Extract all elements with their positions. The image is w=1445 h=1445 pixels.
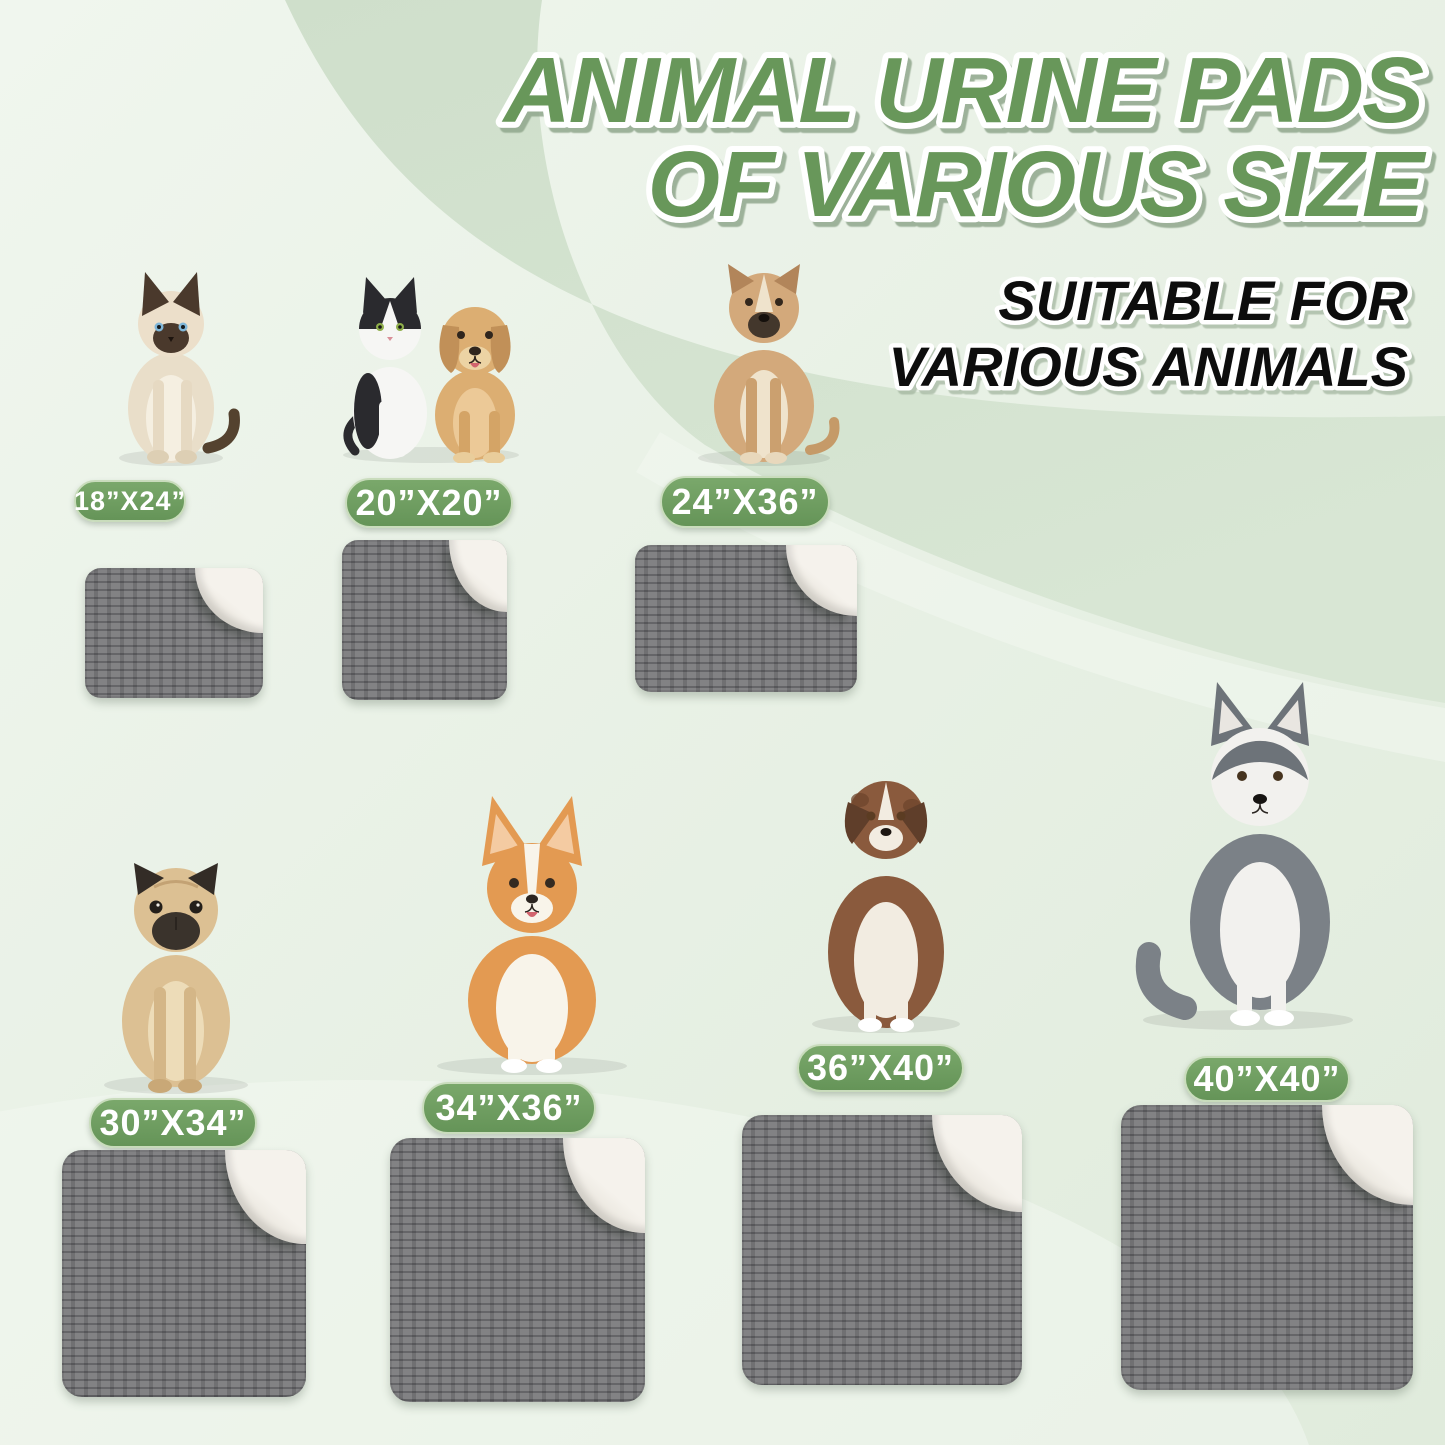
pad-24x36 bbox=[635, 545, 857, 692]
pad-34x36 bbox=[390, 1138, 645, 1402]
pad-folded-corner bbox=[225, 1150, 306, 1244]
size-badge-36x40: 36”X40” bbox=[797, 1044, 964, 1092]
pad-folded-corner bbox=[1322, 1105, 1413, 1205]
pad-36x40 bbox=[742, 1115, 1022, 1385]
header-text-block: ANIMAL URINE PADS OF VARIOUS SIZE SUITAB… bbox=[496, 32, 1435, 403]
cat-and-puppy-image bbox=[343, 277, 519, 463]
siamese-cat-image bbox=[119, 272, 240, 466]
size-badge-18x24: 18”X24” bbox=[74, 480, 186, 522]
pad-folded-corner bbox=[932, 1115, 1022, 1213]
pad-folded-corner bbox=[449, 540, 507, 612]
subtitle-line-2: VARIOUS ANIMALS bbox=[888, 335, 1408, 398]
size-badge-30x34: 30”X34” bbox=[89, 1098, 257, 1148]
pad-40x40 bbox=[1121, 1105, 1413, 1390]
size-badge-24x36: 24”X36” bbox=[660, 476, 830, 528]
australian-shepherd-image bbox=[812, 781, 960, 1033]
pad-20x20 bbox=[342, 540, 507, 700]
size-badge-40x40: 40”X40” bbox=[1184, 1056, 1350, 1102]
husky-image bbox=[1135, 682, 1353, 1030]
pug-image bbox=[104, 863, 248, 1094]
dog-image bbox=[698, 264, 840, 466]
pad-18x24 bbox=[85, 568, 263, 698]
size-badge-34x36: 34”X36” bbox=[422, 1082, 596, 1134]
pad-folded-corner bbox=[563, 1138, 645, 1234]
corgi-image bbox=[437, 796, 627, 1075]
subtitle-line-1: SUITABLE FOR bbox=[998, 269, 1408, 332]
title-line-2: OF VARIOUS SIZE bbox=[648, 132, 1427, 236]
title-line-1: ANIMAL URINE PADS bbox=[502, 38, 1424, 142]
pad-30x34 bbox=[62, 1150, 306, 1397]
pad-folded-corner bbox=[785, 545, 857, 616]
size-badge-20x20: 20”X20” bbox=[345, 478, 513, 528]
pad-folded-corner bbox=[195, 568, 263, 633]
